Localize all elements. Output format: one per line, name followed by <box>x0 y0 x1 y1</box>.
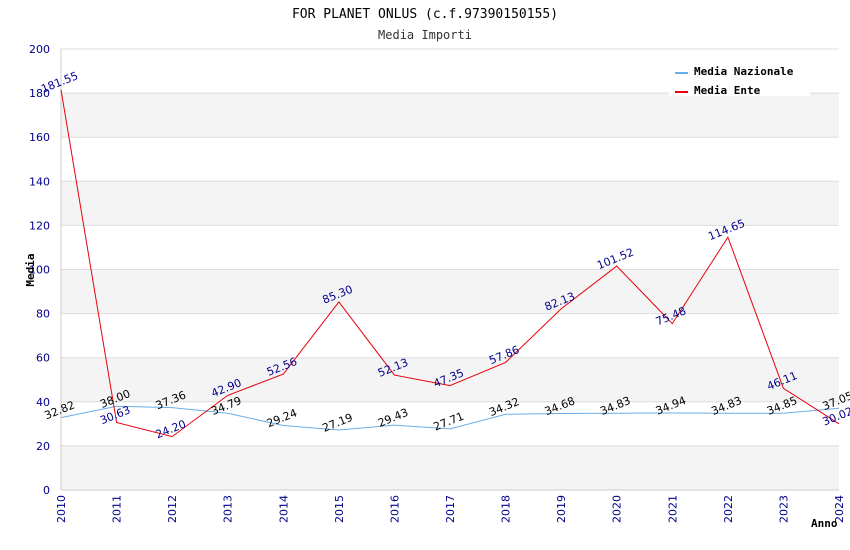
x-tick-labels: 2010 2011 2012 2013 2014 2015 2016 2017 2018 2019… <box>55 495 846 523</box>
x-tick-label: 2022 <box>722 495 735 523</box>
grid-band <box>61 269 839 314</box>
y-tick-label: 140 <box>29 175 50 188</box>
grid-bands <box>61 49 839 490</box>
x-tick-label: 2012 <box>166 495 179 523</box>
x-tick-label: 2013 <box>222 495 235 523</box>
x-tick-label: 2020 <box>611 495 624 523</box>
legend-label-media-ente: Media Ente <box>694 84 761 97</box>
x-tick-label: 2016 <box>388 495 401 523</box>
series-line-media-ente <box>60 89 840 438</box>
x-tick-label: 2010 <box>55 495 68 523</box>
x-axis-label: Anno <box>811 517 838 530</box>
y-tick-label: 20 <box>36 440 50 453</box>
y-tick-label: 200 <box>29 43 50 56</box>
y-tick-label: 60 <box>36 352 50 365</box>
legend-box <box>669 60 810 96</box>
chart-title: FOR PLANET ONLUS (c.f.97390150155) <box>292 7 558 22</box>
y-tick-label: 100 <box>29 264 50 277</box>
x-tick-label: 2024 <box>833 495 846 523</box>
y-tick-label: 120 <box>29 219 50 232</box>
grid-band <box>61 225 839 270</box>
grid-band <box>61 137 839 182</box>
grid-band <box>61 313 839 358</box>
grid-band <box>61 357 839 402</box>
chart-subtitle: Media Importi <box>378 28 472 42</box>
y-axis-label: Media <box>24 253 37 286</box>
legend-label-media-nazionale: Media Nazionale <box>694 65 794 78</box>
y-tick-labels: 0 20 40 60 80 100 120 140 160 180 200 <box>29 43 50 497</box>
axes <box>60 49 839 491</box>
y-tick-label: 40 <box>36 396 50 409</box>
x-tick-label: 2023 <box>777 495 790 523</box>
series-lines <box>60 89 840 438</box>
series-line-media-nazionale <box>60 405 840 431</box>
x-tick-label: 2017 <box>444 495 457 523</box>
y-tick-label: 160 <box>29 131 50 144</box>
x-tick-label: 2018 <box>500 495 513 523</box>
grid-band <box>61 181 839 226</box>
y-tick-label: 80 <box>36 308 50 321</box>
x-tick-label: 2021 <box>666 495 679 523</box>
x-tick-label: 2014 <box>277 495 290 523</box>
grid-band <box>61 93 839 138</box>
y-tick-label: 0 <box>43 484 50 497</box>
x-tick-label: 2019 <box>555 495 568 523</box>
y-tick-label: 180 <box>29 87 50 100</box>
x-tick-label: 2011 <box>111 495 124 523</box>
legend: Media Nazionale Media Ente <box>669 60 810 97</box>
x-tick-label: 2015 <box>333 495 346 523</box>
grid-band <box>61 445 839 490</box>
